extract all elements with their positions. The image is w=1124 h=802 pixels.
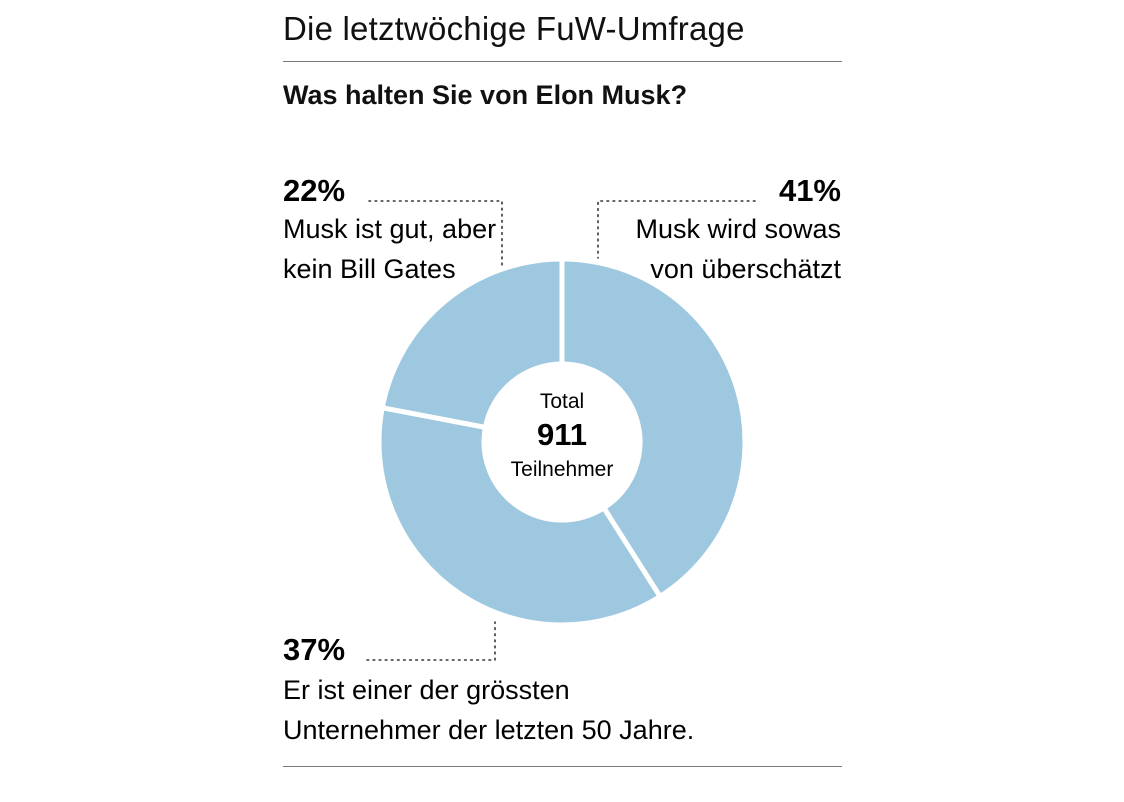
- bottom-divider: [283, 766, 842, 767]
- label-41-line-2: von überschätzt: [650, 254, 841, 284]
- donut-slice-37: [376, 404, 664, 628]
- center-total-label: Total: [540, 390, 584, 413]
- chart-question: Was halten Sie von Elon Musk?: [283, 80, 688, 110]
- donut-slice-22: [379, 256, 565, 431]
- center-total-value: 911: [537, 417, 587, 452]
- label-22-line-1: Musk ist gut, aber: [283, 214, 496, 244]
- label-37-line-2: Unternehmer der letzten 50 Jahre.: [283, 715, 694, 745]
- label-37-pct: 37%: [283, 632, 345, 667]
- label-37-line-1: Er ist einer der grössten: [283, 675, 570, 705]
- label-41-line-1: Musk wird sowas: [635, 214, 841, 244]
- label-22-line-2: kein Bill Gates: [283, 254, 456, 284]
- kicker-title: Die letztwöchige FuW-Umfrage: [283, 10, 745, 47]
- label-22-pct: 22%: [283, 173, 345, 208]
- leader-line-37: [366, 621, 496, 661]
- center-participants-label: Teilnehmer: [511, 458, 614, 481]
- leader-line-41: [597, 200, 756, 259]
- top-divider: [283, 61, 842, 62]
- label-41-pct: 41%: [779, 173, 841, 208]
- leader-line-22: [368, 200, 503, 266]
- donut-slices: [376, 256, 748, 628]
